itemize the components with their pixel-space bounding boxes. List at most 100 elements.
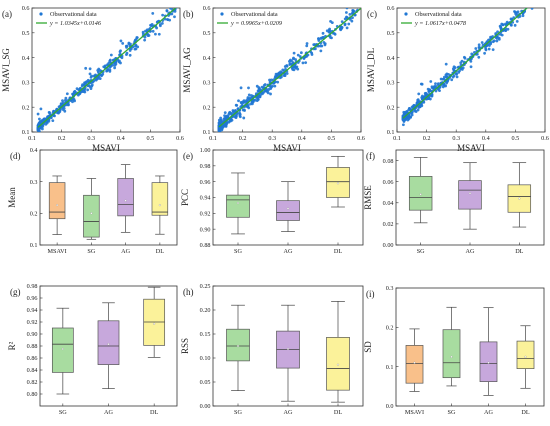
y-tick-label: 0.1 (30, 242, 38, 249)
y-axis-label: Mean (7, 187, 17, 208)
data-point (487, 47, 491, 51)
y-tick-label: 0.88 (27, 343, 38, 350)
legend-points-label: Observational data (50, 11, 97, 18)
y-tick-label: 0.1 (203, 129, 211, 136)
data-point (133, 38, 137, 42)
y-tick-label: 0.3 (203, 80, 211, 87)
mean-marker (336, 182, 340, 185)
data-point (488, 44, 491, 47)
data-point (426, 87, 430, 91)
y-tick-label: 0.82 (27, 379, 38, 386)
data-point (323, 43, 327, 47)
data-point (483, 51, 486, 55)
panel-f: 0.00 0.02 0.04 0.06 0.08 RMSE (f) SG AG DL (363, 149, 545, 255)
data-point (224, 125, 228, 128)
data-point (127, 42, 131, 46)
box-msavi (48, 175, 66, 235)
fit-line (402, 8, 528, 119)
data-point (260, 85, 264, 89)
box-iqr (226, 194, 250, 218)
y-tick-label: 0.10 (200, 355, 211, 362)
y-tick-label: 0.96 (200, 179, 211, 186)
data-point (109, 53, 113, 57)
legend-point-marker (39, 12, 43, 16)
data-point (151, 29, 155, 33)
y-tick-label: 0.4 (30, 147, 38, 154)
data-point (492, 39, 496, 43)
data-point (98, 77, 102, 80)
y-tick-label: 0.5 (387, 30, 395, 37)
x-tick-label: MSAVI (405, 409, 424, 416)
data-point (60, 102, 64, 106)
data-point (301, 61, 305, 65)
data-point (524, 8, 525, 9)
panel-e: 0.88 0.90 0.92 0.94 0.96 0.98 1.00 PCC (e) SG AG DL (180, 147, 364, 255)
data-point (223, 111, 227, 115)
x-tick-label: 0.5 (147, 135, 155, 142)
data-point (402, 112, 406, 116)
x-tick-label: 0.1 (393, 135, 401, 142)
box-msavi (405, 328, 424, 392)
data-point (88, 72, 92, 76)
data-point (134, 44, 138, 48)
mean-marker (286, 207, 290, 210)
data-point (247, 86, 250, 90)
box-iqr (117, 178, 134, 217)
data-point (172, 2, 175, 5)
data-point (47, 110, 51, 114)
data-point (445, 75, 448, 79)
data-point (237, 99, 240, 103)
data-point (225, 121, 229, 124)
y-tick-label: 0.86 (27, 355, 38, 362)
data-point (327, 28, 331, 32)
data-point (64, 96, 68, 100)
box-ag (458, 162, 482, 230)
data-point (119, 39, 123, 43)
data-point (459, 61, 463, 65)
x-tick-label: DL (515, 248, 523, 255)
data-point (230, 118, 234, 122)
box-iqr (83, 194, 100, 238)
panel-label: (b) (183, 9, 194, 19)
x-tick-label: AG (284, 248, 293, 255)
data-point (234, 103, 238, 107)
mean-marker (487, 361, 490, 364)
data-point (428, 97, 432, 101)
data-point (157, 32, 161, 36)
y-tick-label: 0.3 (30, 179, 38, 186)
data-point (86, 88, 90, 92)
x-axis-label: MSAVI (92, 143, 120, 153)
x-tick-label: 0.2 (423, 135, 431, 142)
data-point (351, 11, 355, 14)
data-point (135, 36, 139, 39)
data-point (533, 0, 536, 3)
mean-marker (158, 204, 161, 207)
data-point (85, 80, 89, 84)
data-point (320, 44, 324, 48)
data-point (345, 26, 349, 30)
data-point (90, 83, 94, 87)
box-dl (507, 162, 532, 228)
box-iqr (48, 182, 66, 220)
x-tick-label: SG (87, 248, 95, 255)
plot-frame (39, 149, 178, 246)
data-point (441, 77, 445, 81)
y-tick-label: 0.94 (27, 307, 38, 314)
legend-points-label: Observational data (231, 11, 278, 18)
data-point (416, 98, 420, 102)
data-point (442, 75, 446, 79)
mean-marker (107, 343, 110, 346)
data-point (319, 37, 323, 40)
mean-marker (336, 363, 340, 366)
data-point (289, 58, 292, 62)
data-point (417, 106, 421, 109)
x-tick-label: 0.4 (117, 135, 125, 142)
data-point (348, 13, 352, 16)
box-ag (479, 307, 498, 396)
data-point (343, 22, 347, 26)
data-point (166, 18, 169, 21)
data-point (71, 100, 74, 104)
data-point (239, 101, 243, 104)
data-point (113, 63, 117, 67)
fit-line (37, 8, 177, 128)
